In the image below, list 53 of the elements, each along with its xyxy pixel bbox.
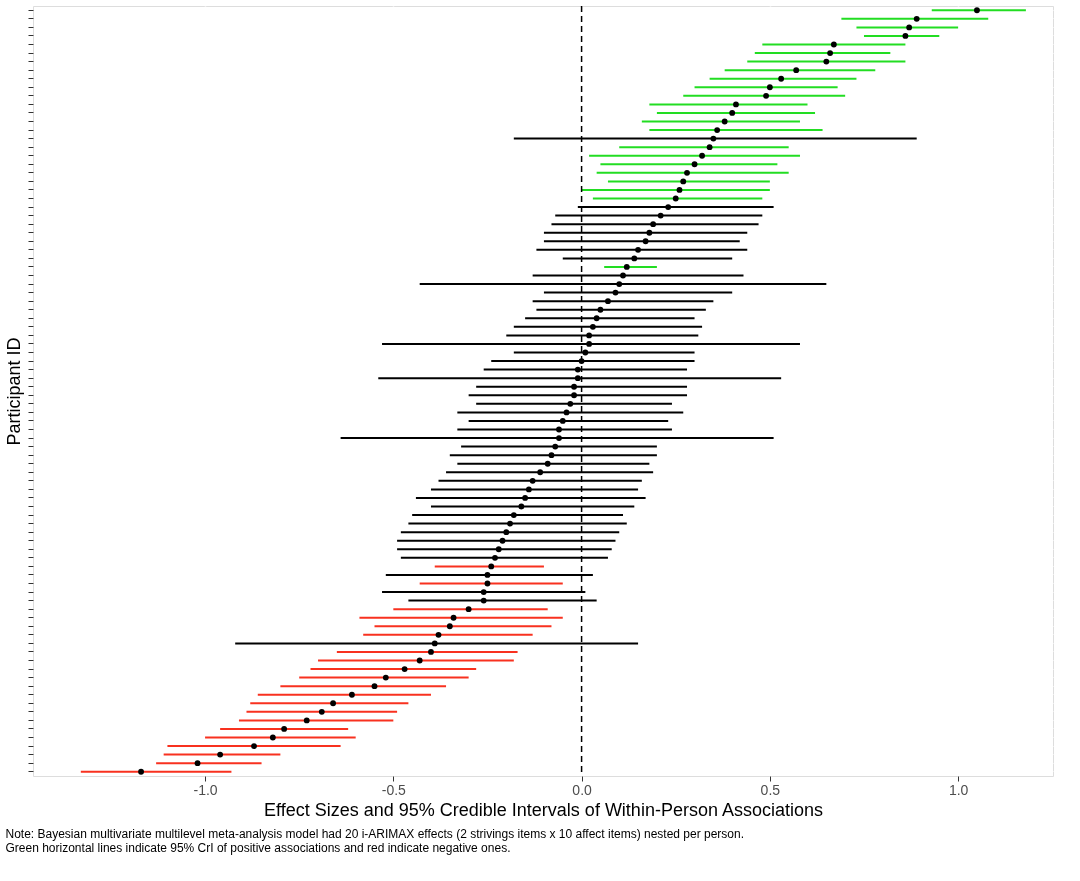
bar: [156, 762, 262, 765]
text: Note: Bayesian multivariate multilevel meta-analysis model had 20 i-ARIMAX effects (2 strivings items x 10 affect items) nested per person.: [5, 827, 745, 841]
bar: [931, 9, 1026, 12]
bar: [250, 702, 409, 705]
bar: [641, 120, 800, 123]
bar: [607, 180, 770, 183]
bar: [359, 616, 563, 619]
bar: [762, 43, 906, 46]
bar: [220, 727, 349, 730]
bar: [163, 753, 281, 756]
bar: [246, 710, 398, 713]
bar: [310, 668, 477, 671]
bar: [724, 69, 876, 72]
bar: [709, 77, 857, 80]
bar: [600, 163, 778, 166]
x-tick-label: 1.0: [948, 781, 969, 798]
bar: [683, 94, 846, 97]
x-tick-label: -0.5: [381, 781, 407, 798]
bar: [656, 111, 816, 114]
bar: [238, 719, 394, 722]
bar: [747, 60, 906, 63]
bar: [619, 146, 789, 149]
bar: [649, 129, 823, 132]
bar: [167, 745, 341, 748]
x-tick-label: -1.0: [193, 781, 218, 798]
bar: [299, 676, 469, 679]
bar: [363, 633, 533, 636]
bar: [419, 582, 563, 585]
bar: [581, 188, 770, 191]
x-tick-label: 0.0: [572, 781, 593, 798]
bar: [434, 565, 544, 568]
bar: [592, 197, 763, 200]
bar: [393, 608, 548, 611]
bar: [374, 625, 552, 628]
bar: [257, 693, 431, 696]
y-axis-title: Participant ID: [4, 337, 24, 446]
text: Green horizontal lines indicate 95% CrI of positive associations and red indicate negative ones.: [5, 841, 511, 855]
bar: [754, 52, 891, 55]
x-tick-label: 0.5: [760, 781, 781, 798]
bar: [589, 154, 800, 157]
x-axis-title: Effect Sizes and 95% Credible Intervals of Within-Person Associations: [264, 799, 823, 820]
bar: [841, 17, 989, 20]
bar: [694, 86, 838, 89]
bar: [596, 171, 789, 174]
bar: [336, 650, 518, 653]
bar: [856, 26, 959, 29]
bar: [205, 736, 356, 739]
bar: [649, 103, 808, 106]
bar: [863, 34, 940, 37]
bar: [280, 685, 447, 688]
bar: [80, 770, 232, 773]
bar: [491, 360, 695, 363]
bar: [318, 659, 514, 662]
